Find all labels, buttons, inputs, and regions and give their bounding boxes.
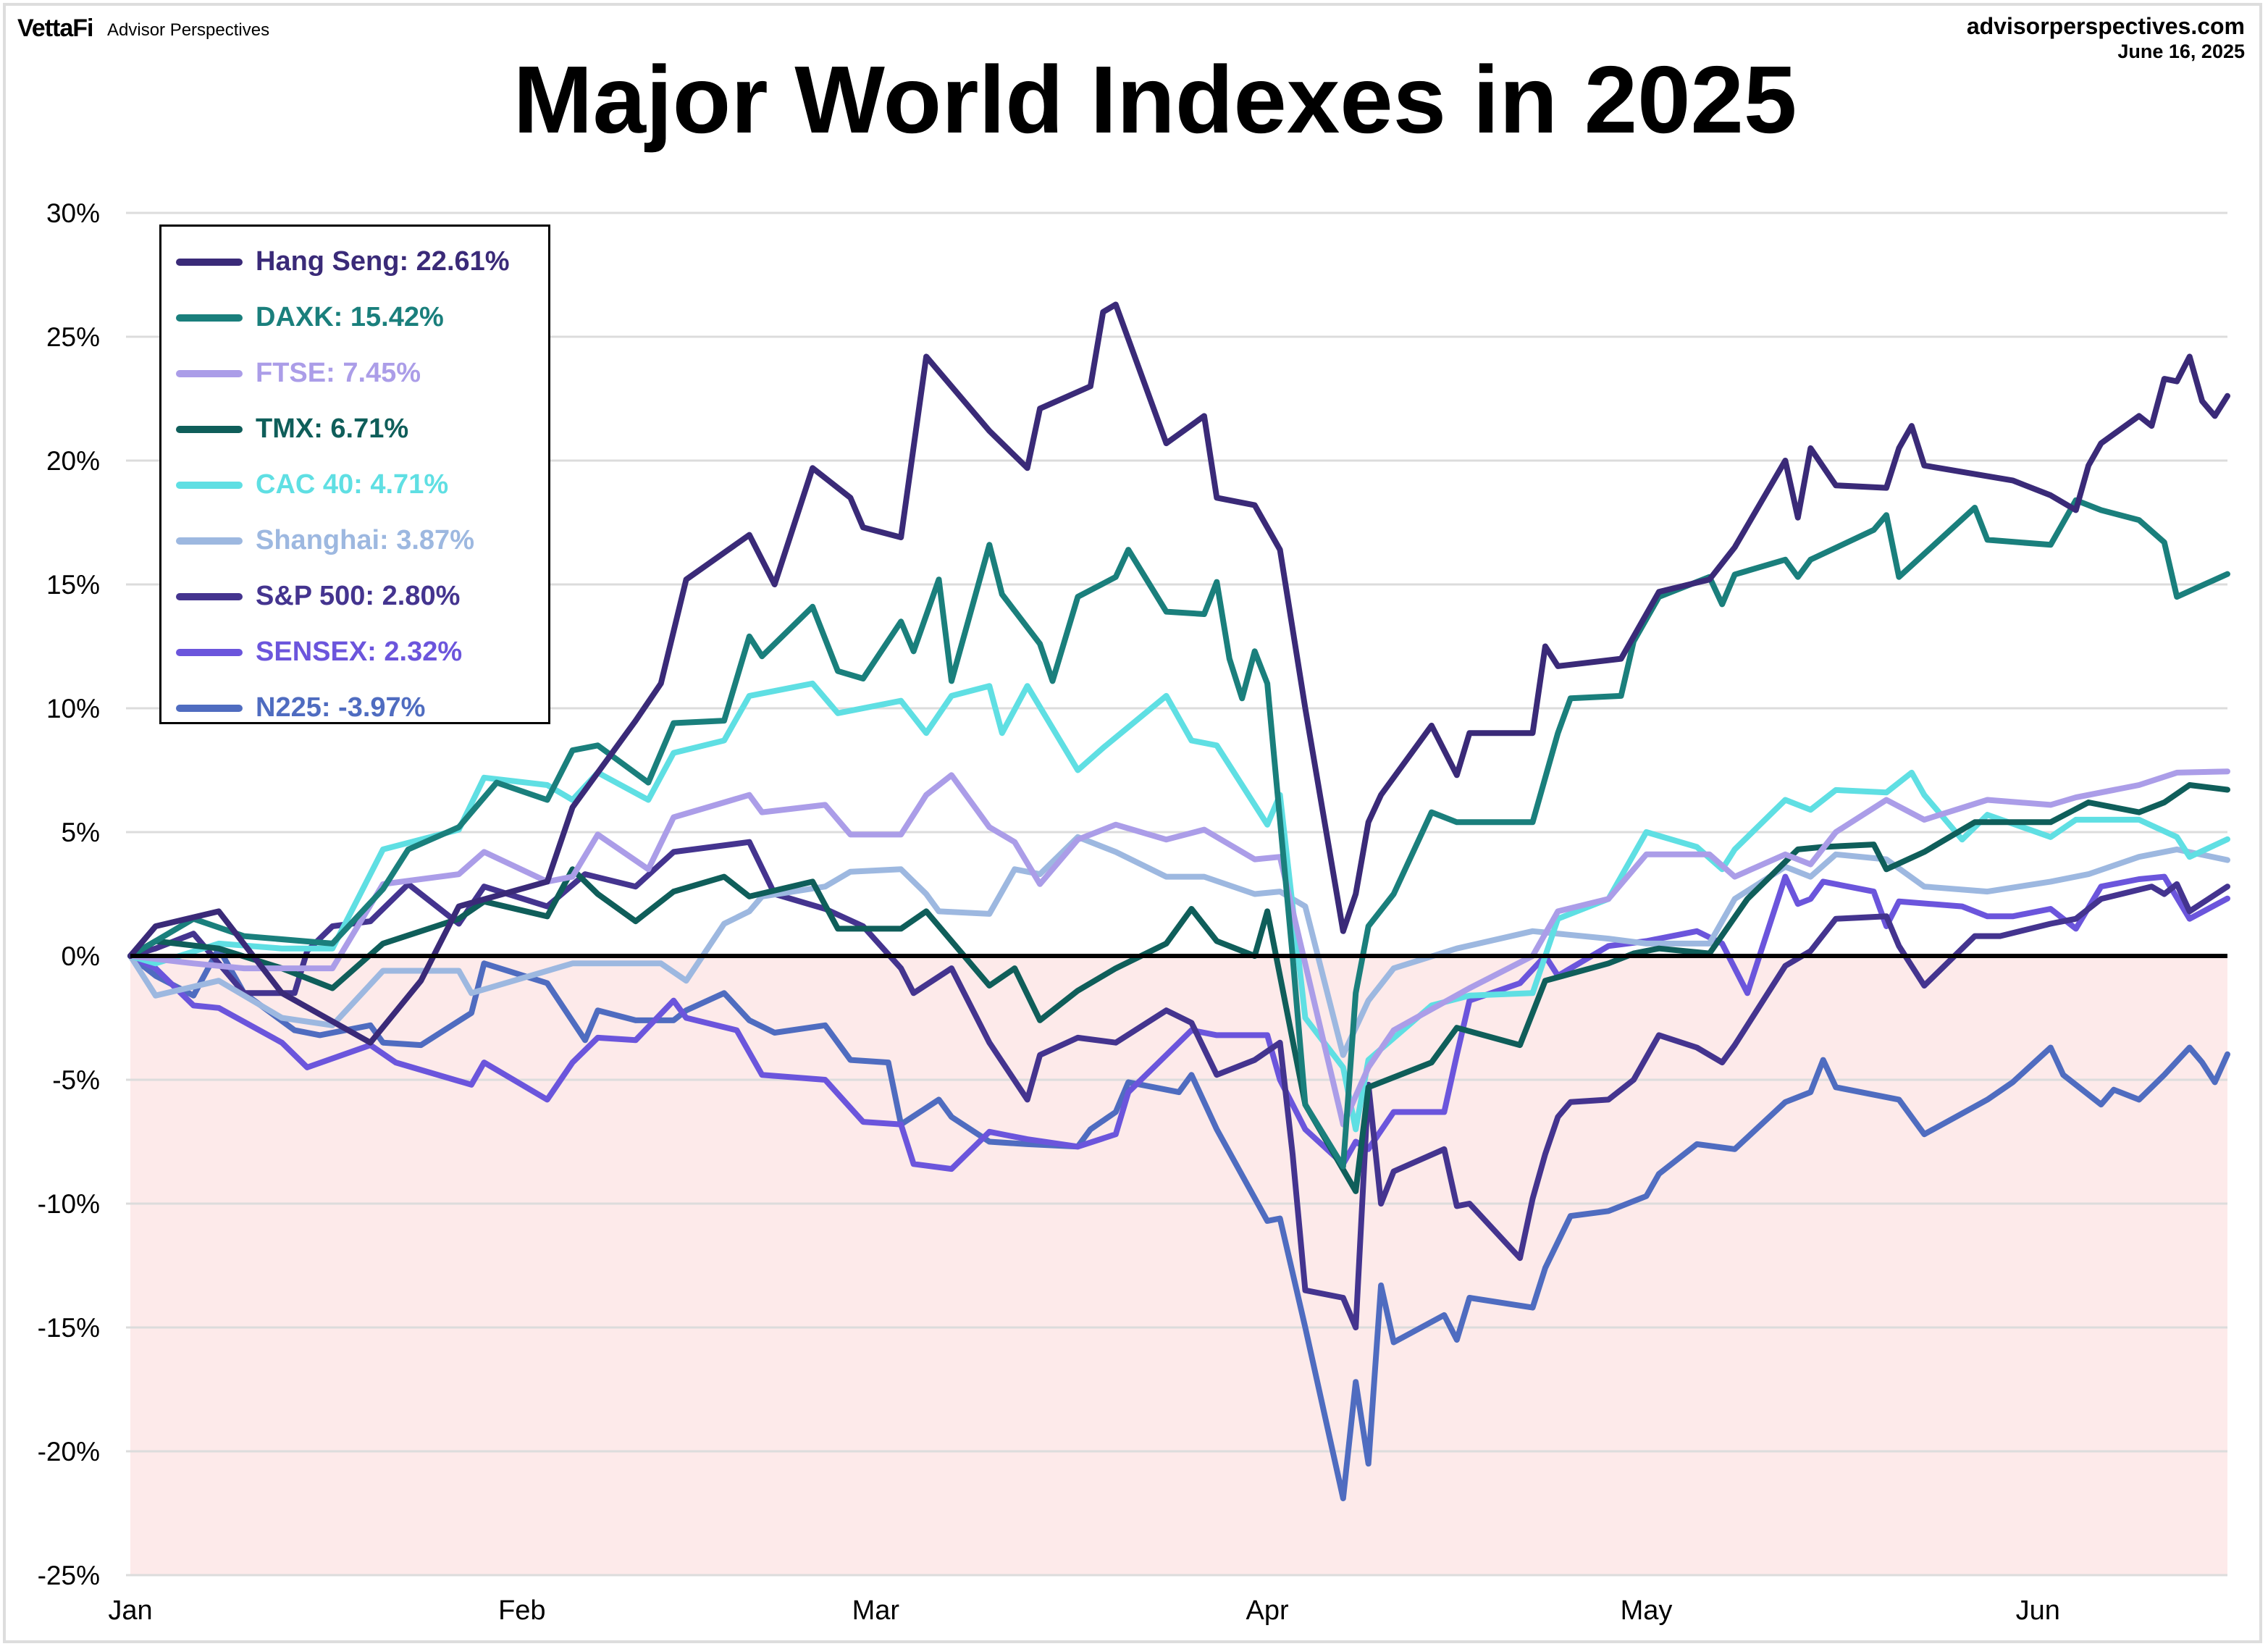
legend-item: FTSE: 7.45%	[161, 345, 548, 401]
legend-swatch	[176, 369, 243, 377]
series-line-n225	[127, 945, 2230, 1501]
legend-label: Hang Seng: 22.61%	[256, 246, 510, 277]
legend-item: DAXK: 15.42%	[161, 290, 548, 345]
chart-frame	[3, 3, 2262, 1643]
legend-swatch	[176, 314, 243, 322]
legend-label: N225: -3.97%	[256, 692, 426, 723]
series-line-shanghai	[127, 834, 2230, 1058]
vettafi-logo: VettaFi	[17, 14, 93, 42]
legend-item: CAC 40: 4.71%	[161, 457, 548, 513]
legend-swatch	[176, 258, 243, 266]
site-url: advisorperspectives.com	[1966, 13, 2245, 39]
y-tick-label: -20%	[38, 1437, 100, 1467]
legend-swatch	[176, 704, 243, 712]
legend-label: Shanghai: 3.87%	[256, 525, 474, 555]
logo-subtitle: Advisor Perspectives	[107, 20, 270, 40]
legend-swatch	[176, 648, 243, 656]
legend-label: FTSE: 7.45%	[256, 358, 421, 388]
chart-date: June 16, 2025	[2117, 41, 2245, 62]
legend-swatch	[176, 537, 243, 545]
legend-label: SENSEX: 2.32%	[256, 637, 463, 667]
x-tick-label: Apr	[1246, 1595, 1289, 1626]
legend-item: Shanghai: 3.87%	[161, 513, 548, 568]
series-line-hang-seng	[127, 301, 2230, 1046]
legend-swatch	[176, 481, 243, 489]
y-tick-label: -25%	[38, 1561, 100, 1590]
legend-label: CAC 40: 4.71%	[256, 469, 449, 500]
y-tick-label: 0%	[62, 941, 100, 971]
legend-label: S&P 500: 2.80%	[256, 581, 461, 611]
legend-swatch	[176, 592, 243, 600]
legend-item: SENSEX: 2.32%	[161, 624, 548, 680]
legend-label: TMX: 6.71%	[256, 414, 409, 444]
legend-swatch	[176, 425, 243, 433]
y-tick-label: 10%	[46, 694, 100, 723]
y-tick-label: 20%	[46, 446, 100, 476]
chart-title: Major World Indexes in 2025	[513, 46, 1797, 153]
x-tick-label: Jun	[2016, 1595, 2060, 1626]
x-tick-label: Mar	[852, 1595, 900, 1626]
series-line-cac-40	[127, 680, 2230, 1133]
legend: Hang Seng: 22.61% DAXK: 15.42% FTSE: 7.45%…	[159, 225, 550, 724]
series-line-daxk	[127, 497, 2230, 1170]
x-tick-label: Jan	[108, 1595, 152, 1626]
legend-item: Hang Seng: 22.61%	[161, 234, 548, 290]
y-tick-label: 30%	[46, 198, 100, 228]
y-tick-label: -15%	[38, 1313, 100, 1343]
series-line-tmx	[127, 782, 2230, 1194]
negative-region	[130, 956, 2227, 1575]
x-tick-label: May	[1621, 1595, 1673, 1626]
y-tick-label: -10%	[38, 1189, 100, 1219]
y-tick-label: -5%	[52, 1065, 100, 1095]
x-tick-label: Feb	[498, 1595, 545, 1626]
y-tick-label: 25%	[46, 322, 100, 352]
legend-item: N225: -3.97%	[161, 680, 548, 736]
y-tick-label: 15%	[46, 570, 100, 600]
series-line-ftse	[127, 768, 2230, 1128]
y-tick-label: 5%	[62, 818, 100, 847]
legend-item: S&P 500: 2.80%	[161, 568, 548, 624]
legend-label: DAXK: 15.42%	[256, 302, 444, 332]
legend-item: TMX: 6.71%	[161, 401, 548, 457]
